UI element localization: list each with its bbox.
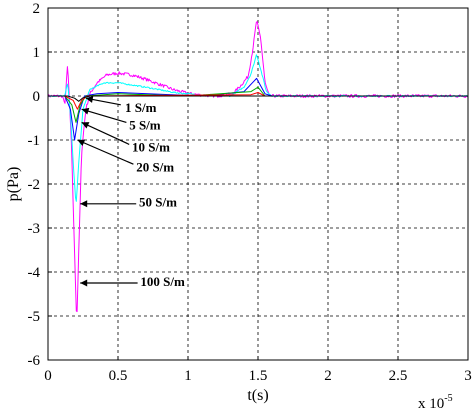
- annotation-arrow: [81, 108, 127, 123]
- x-tick-label: 1: [184, 368, 192, 384]
- series-line: [48, 95, 468, 102]
- y-tick-label: 2: [33, 1, 41, 17]
- x-tick-label: 2: [324, 368, 332, 384]
- x-axis-label: t(s): [247, 387, 268, 404]
- y-tick-label: -4: [28, 265, 41, 281]
- y-tick-label: 0: [33, 89, 41, 105]
- annotation-label: 10 S/m: [132, 140, 170, 155]
- series-line: [47, 21, 469, 313]
- series-line: [48, 77, 468, 141]
- annotation-label: 50 S/m: [139, 195, 177, 210]
- series-line: [48, 86, 468, 123]
- annotation-arrow: [77, 139, 134, 165]
- tick-labels: 0 0.5 1 1.5 2 2.5 3 -6 -5 -4 -3 -2 -1 0 1 2: [28, 1, 472, 384]
- annotation-arrow: [81, 121, 130, 145]
- annotation-arrowhead: [81, 107, 90, 115]
- annotation-label: 1 S/m: [125, 100, 157, 115]
- x-tick-label: 0: [44, 368, 52, 384]
- y-tick-label: -5: [28, 309, 41, 325]
- x-tick-label: 0.5: [109, 368, 128, 384]
- annotation-label: 100 S/m: [140, 274, 185, 289]
- annotation-arrowhead: [85, 96, 94, 103]
- series-group: [47, 21, 469, 313]
- x-tick-label: 2.5: [389, 368, 408, 384]
- annotation-arrowhead: [81, 122, 90, 129]
- annotation-arrowhead: [77, 139, 86, 146]
- annotation-arrowhead: [80, 279, 88, 287]
- x-tick-label: 3: [464, 368, 472, 384]
- series-line: [48, 92, 468, 110]
- annotation-label: 20 S/m: [136, 159, 174, 174]
- x-tick-label: 1.5: [249, 368, 268, 384]
- y-tick-label: -2: [28, 177, 41, 193]
- annotation-label: 5 S/m: [129, 118, 161, 133]
- y-tick-label: -1: [28, 133, 41, 149]
- y-axis-label: p(Pa): [5, 167, 22, 202]
- y-tick-label: -3: [28, 221, 41, 237]
- annotation-arrowhead: [80, 200, 88, 208]
- y-tick-label: 1: [33, 45, 41, 61]
- annotations-group: 1 S/m 5 S/m 10 S/m 20 S/m 50 S/m 100 S/m: [77, 96, 185, 289]
- y-tick-label: -6: [28, 353, 41, 369]
- x-axis-exponent: x 10-5: [418, 393, 453, 412]
